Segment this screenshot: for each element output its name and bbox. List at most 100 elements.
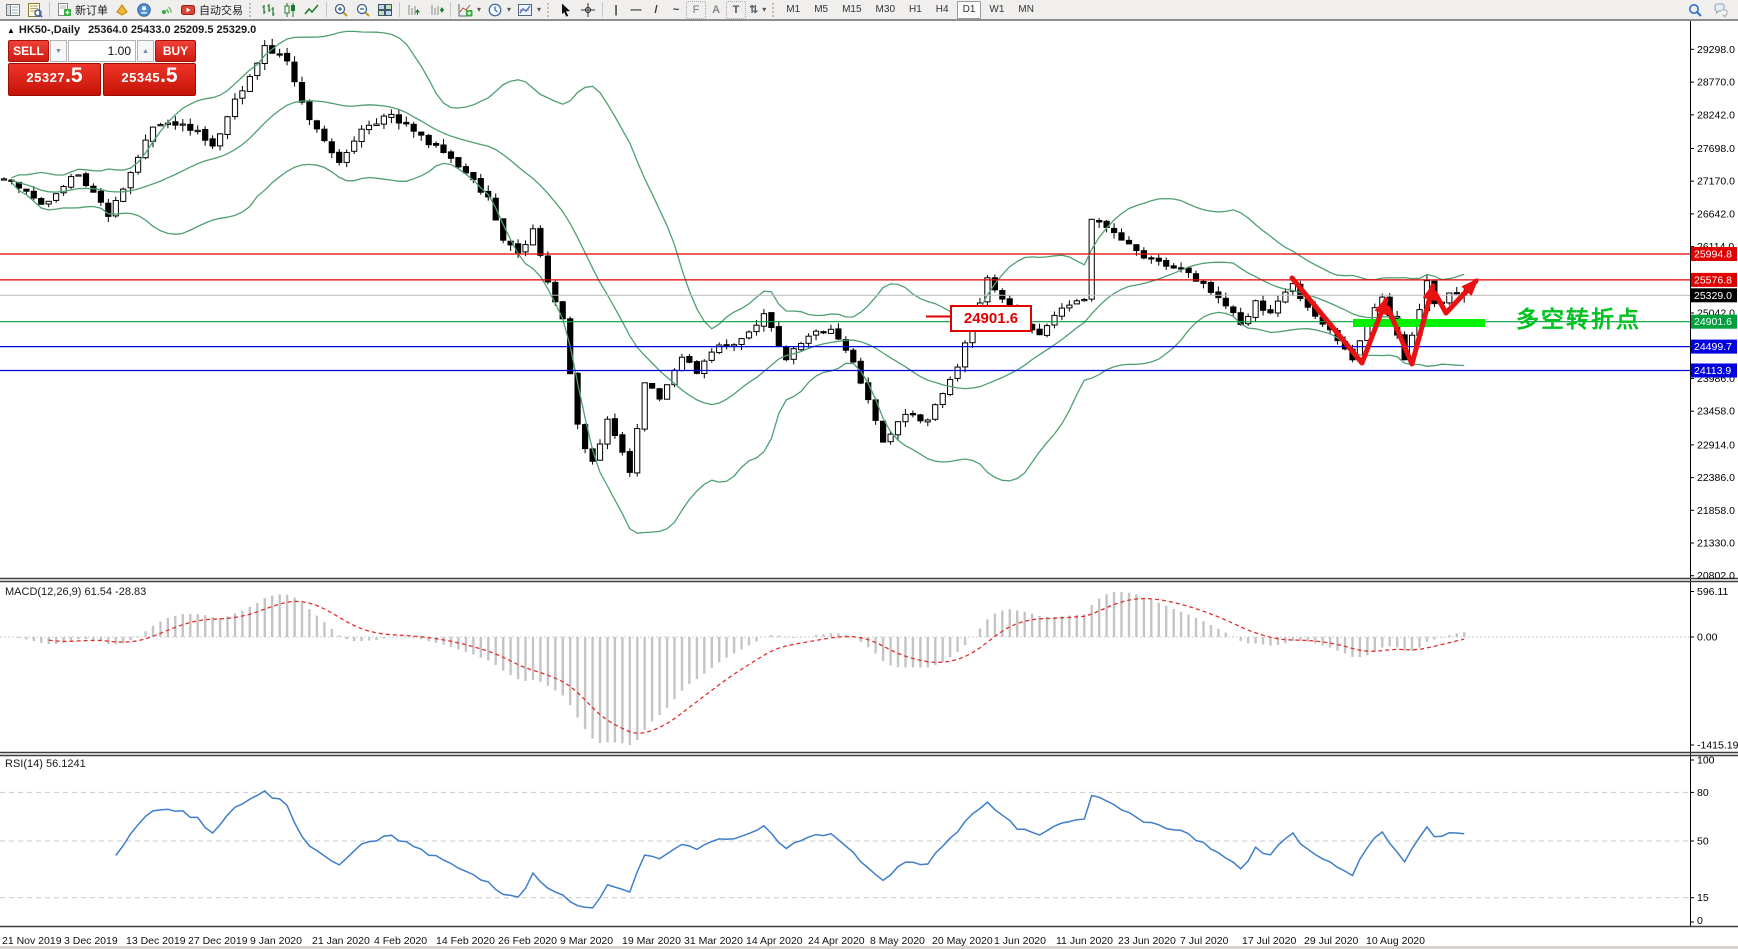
bar-chart-icon <box>262 3 275 16</box>
chart-title: ▲ HK50-,Daily 25364.0 25433.0 25209.5 2532… <box>7 24 256 36</box>
svg-text:9 Jan 2020: 9 Jan 2020 <box>250 935 302 947</box>
svg-text:21 Jan 2020: 21 Jan 2020 <box>312 935 370 947</box>
buy-price-button[interactable]: 25345.5 <box>103 63 196 96</box>
periods-button[interactable]: ▾ <box>484 1 514 19</box>
chat-button[interactable] <box>1710 1 1732 19</box>
bar-chart-button[interactable] <box>257 1 279 19</box>
elliott-wave-tool-button[interactable]: ~ <box>672 3 680 16</box>
autotrading-icon <box>181 4 195 15</box>
timeframe-button-h4[interactable]: H4 <box>935 4 949 15</box>
volume-increase-button[interactable]: ▲ <box>137 40 155 62</box>
buy-price-main: 25345 <box>121 70 161 85</box>
svg-text:80: 80 <box>1697 787 1709 799</box>
horizontal-line-tool-button[interactable]: — <box>630 3 642 16</box>
auto-scroll-icon <box>408 4 420 15</box>
svg-text:4 Feb 2020: 4 Feb 2020 <box>374 935 427 947</box>
timeframe-bar: M1 M5 M15 M30 H1 H4 D1 W1 MN <box>780 0 1040 19</box>
svg-text:8 May 2020: 8 May 2020 <box>870 935 925 947</box>
label-tool-button[interactable]: T <box>726 0 747 19</box>
zoom-out-button[interactable] <box>352 1 374 19</box>
toolbar-grip <box>249 2 254 17</box>
timeframe-button-d1[interactable]: D1 <box>956 0 982 19</box>
candlestick-chart-button[interactable] <box>279 1 301 19</box>
indicators-button[interactable]: ▾ <box>454 1 484 19</box>
templates-button[interactable]: ▾ <box>514 1 544 19</box>
buy-button[interactable]: BUY <box>155 40 196 62</box>
signals-button[interactable] <box>155 1 177 19</box>
search-icon <box>1689 3 1702 17</box>
tile-windows-button[interactable] <box>374 1 396 19</box>
periods-caret: ▾ <box>507 5 512 14</box>
main-toolbar: 新订单 自动交易 <box>0 0 1738 20</box>
timeframe-button-h1[interactable]: H1 <box>909 4 922 15</box>
fibonacci-tool-button[interactable]: F <box>686 0 707 19</box>
toolbar-separator <box>399 2 400 17</box>
svg-text:13 Dec 2019: 13 Dec 2019 <box>126 935 186 947</box>
one-click-trading-panel: SELL ▼ ▲ BUY 25327.5 25345.5 <box>8 40 196 96</box>
price-callout-label[interactable]: 24901.6 <box>950 305 1032 332</box>
volume-decrease-button[interactable]: ▼ <box>49 40 67 62</box>
svg-text:20802.0: 20802.0 <box>1697 570 1735 582</box>
chart-shift-icon <box>431 4 444 15</box>
svg-text:3 Dec 2019: 3 Dec 2019 <box>64 935 118 947</box>
community-button[interactable] <box>133 1 155 19</box>
templates-caret: ▾ <box>537 5 542 14</box>
shapes-tool-button[interactable]: ⇅ ▾ <box>746 1 769 19</box>
new-order-button[interactable]: 新订单 <box>53 1 111 19</box>
data-window-icon <box>28 2 43 18</box>
sell-button[interactable]: SELL <box>8 40 49 62</box>
signals-icon <box>162 5 172 14</box>
svg-text:21330.0: 21330.0 <box>1697 538 1735 550</box>
svg-text:23 Jun 2020: 23 Jun 2020 <box>1118 935 1176 947</box>
timeframe-button-m15[interactable]: M15 <box>842 4 862 15</box>
chat-icon <box>1714 3 1728 18</box>
svg-text:24 Apr 2020: 24 Apr 2020 <box>808 935 865 947</box>
autotrading-button[interactable]: 自动交易 <box>177 1 246 19</box>
svg-text:28770.0: 28770.0 <box>1697 77 1735 89</box>
sell-price-main: 25327 <box>26 70 66 85</box>
timeframe-button-m5[interactable]: M5 <box>814 4 829 15</box>
timeframe-button-mn[interactable]: MN <box>1018 4 1034 15</box>
svg-text:14 Apr 2020: 14 Apr 2020 <box>746 935 803 947</box>
symbol-period-label: HK50-,Daily <box>18 24 81 36</box>
svg-text:14 Feb 2020: 14 Feb 2020 <box>436 935 495 947</box>
rsi-indicator-label: RSI(14) 56.1241 <box>5 758 86 770</box>
svg-text:28242.0: 28242.0 <box>1697 109 1735 121</box>
toolbar-right <box>1684 1 1736 19</box>
sell-price-button[interactable]: 25327.5 <box>8 63 101 96</box>
mql5-icon <box>116 3 128 16</box>
svg-text:100: 100 <box>1697 755 1715 767</box>
zoom-in-button[interactable] <box>330 1 352 19</box>
periods-clock-icon <box>488 3 502 16</box>
cursor-button[interactable] <box>555 1 577 19</box>
auto-scroll-button[interactable] <box>403 1 425 19</box>
timeframe-button-m30[interactable]: M30 <box>875 4 895 15</box>
svg-text:596.11: 596.11 <box>1697 586 1728 598</box>
timeframe-button-m1[interactable]: M1 <box>786 4 801 15</box>
shapes-icon: ⇅ <box>749 4 759 16</box>
timeframe-button-w1[interactable]: W1 <box>989 4 1005 15</box>
svg-text:15: 15 <box>1697 892 1709 904</box>
toolbar-separator <box>326 2 327 17</box>
svg-text:21858.0: 21858.0 <box>1697 505 1735 517</box>
line-chart-button[interactable] <box>301 1 323 19</box>
turning-point-annotation[interactable]: 多空转折点 <box>1516 306 1641 332</box>
crosshair-button[interactable] <box>577 1 599 19</box>
vertical-line-tool-button[interactable]: | <box>614 3 618 16</box>
data-window-button[interactable] <box>24 1 46 19</box>
trendline-tool-button[interactable]: / <box>654 3 658 16</box>
sell-price-pips: .5 <box>65 64 83 87</box>
chart-shift-button[interactable] <box>425 1 447 19</box>
macd-indicator-label: MACD(12,26,9) 61.54 -28.83 <box>5 586 147 598</box>
text-tool-button[interactable]: A <box>712 3 721 16</box>
mql5-button[interactable] <box>111 1 133 19</box>
search-button[interactable] <box>1684 1 1706 19</box>
volume-input[interactable] <box>68 40 136 62</box>
collapse-arrow-icon[interactable]: ▲ <box>7 26 15 35</box>
svg-text:25329.0: 25329.0 <box>1694 290 1732 302</box>
market-watch-button[interactable] <box>2 1 24 19</box>
toolbar-separator <box>49 2 50 17</box>
svg-text:24499.7: 24499.7 <box>1694 341 1732 353</box>
